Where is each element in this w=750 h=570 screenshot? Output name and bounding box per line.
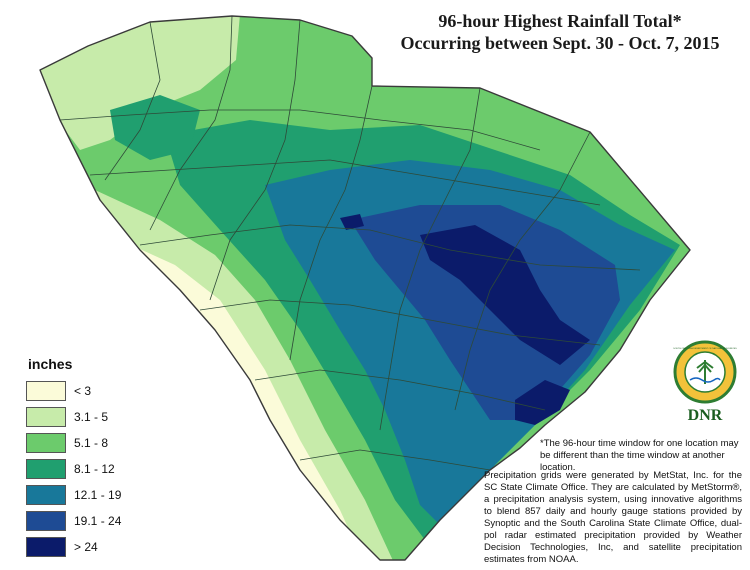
palmetto-tree-icon: [696, 360, 714, 384]
county-line: [209, 19, 301, 301]
county-line: [379, 87, 481, 431]
legend-label: 19.1 - 24: [74, 514, 122, 528]
legend-label: > 24: [74, 540, 98, 554]
legend-label: 8.1 - 12: [74, 462, 115, 476]
county-line: [454, 131, 591, 411]
county-line: [289, 85, 373, 361]
county-line: [104, 21, 161, 181]
legend-swatch: [26, 485, 66, 505]
seal-ring-text: SOUTH CAROLINA DEPARTMENT OF NATURAL RES…: [673, 347, 737, 350]
legend-swatch: [26, 537, 66, 557]
legend-item: 19.1 - 24: [26, 510, 176, 532]
county-line: [89, 159, 601, 206]
zone-green-8-12-upstate: [110, 95, 200, 160]
dnr-logo: SOUTH CAROLINA DEPARTMENT OF NATURAL RES…: [673, 340, 737, 424]
legend-label: 5.1 - 8: [74, 436, 109, 450]
county-line: [299, 449, 491, 471]
legend: inches < 3 3.1 - 5 5.1 - 8 8.1 - 12 12.1…: [26, 356, 176, 562]
footnote: *The 96-hour time window for one locatio…: [540, 438, 739, 473]
credits-text: Precipitation grids were generated by Me…: [484, 470, 742, 565]
county-line: [59, 109, 541, 151]
legend-label: 3.1 - 5: [74, 410, 109, 424]
legend-item: > 24: [26, 536, 176, 558]
county-line: [139, 224, 641, 271]
legend-item: < 3: [26, 380, 176, 402]
legend-label: < 3: [74, 384, 92, 398]
legend-title: inches: [28, 356, 73, 372]
dnr-logo-text: DNR: [688, 407, 723, 424]
county-line: [254, 369, 546, 411]
legend-swatch: [26, 511, 66, 531]
county-line: [199, 299, 601, 346]
water-waves-icon: [689, 377, 721, 383]
legend-swatch: [26, 459, 66, 479]
legend-swatch: [26, 407, 66, 427]
county-borders: [59, 15, 641, 471]
legend-label: 12.1 - 19: [74, 488, 122, 502]
county-line: [149, 15, 233, 231]
state-outline: [39, 15, 691, 561]
legend-item: 3.1 - 5: [26, 406, 176, 428]
legend-swatch: [26, 381, 66, 401]
legend-item: 12.1 - 19: [26, 484, 176, 506]
zone-navy-over-24-coast: [515, 380, 570, 425]
map-subtitle: Occurring between Sept. 30 - Oct. 7, 201…: [400, 33, 720, 53]
zone-navy-over-24-spot: [340, 214, 364, 230]
legend-swatch: [26, 433, 66, 453]
legend-item: 8.1 - 12: [26, 458, 176, 480]
zone-navy-over-24-center: [420, 225, 590, 365]
legend-item: 5.1 - 8: [26, 432, 176, 454]
map-title: 96-hour Highest Rainfall Total*: [438, 11, 682, 31]
